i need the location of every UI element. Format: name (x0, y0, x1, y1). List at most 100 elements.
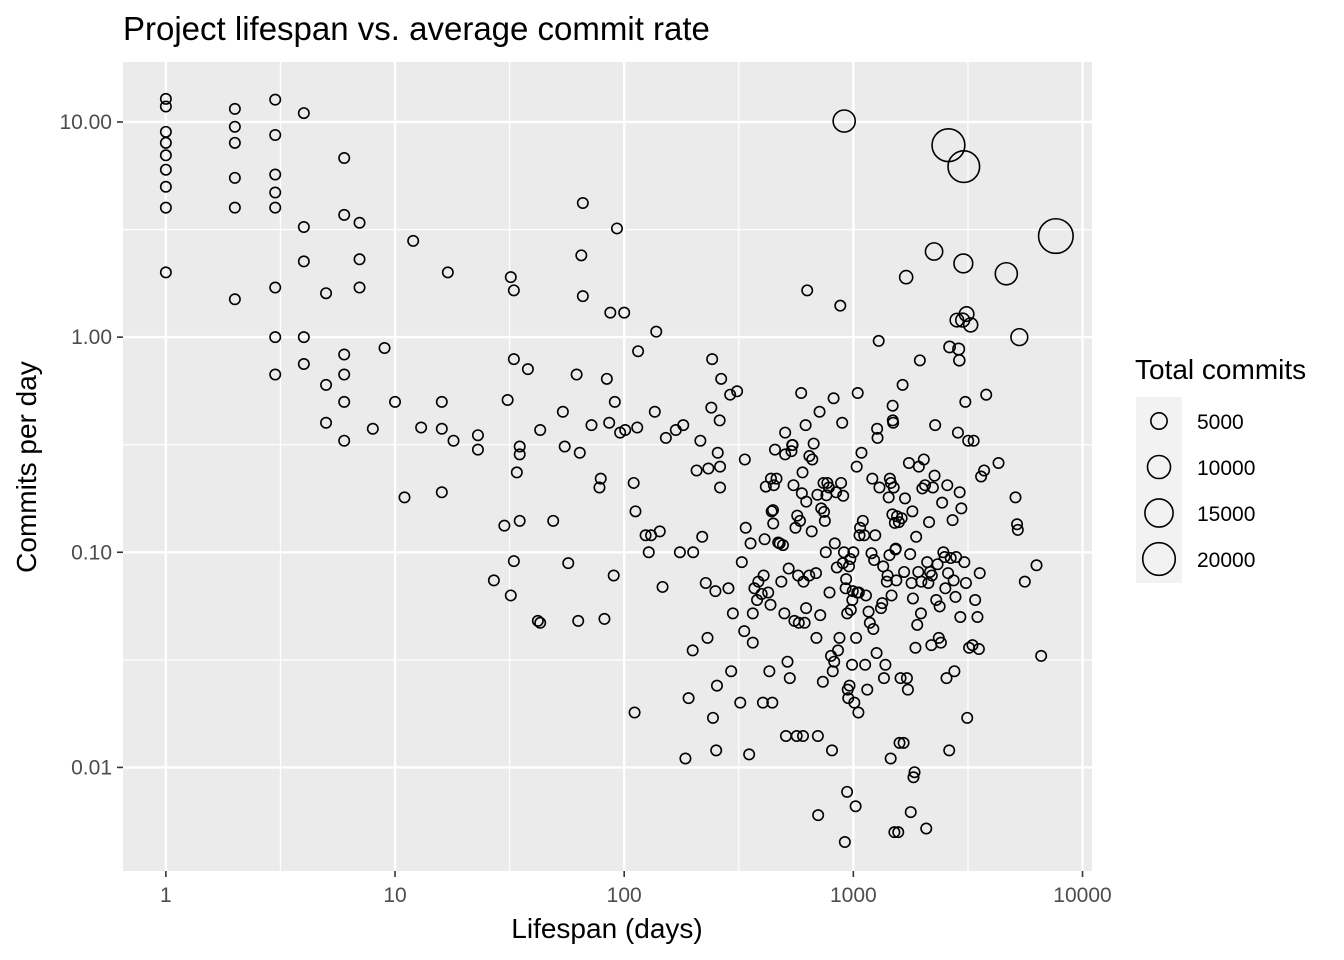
points-layer (159, 92, 1074, 849)
data-point (814, 609, 827, 622)
data-point (510, 466, 523, 479)
data-point (659, 431, 672, 444)
data-point (923, 516, 936, 529)
y-tick-label: 10.00 (59, 111, 112, 134)
data-point (600, 372, 613, 385)
data-point (809, 567, 822, 580)
data-point (743, 748, 756, 761)
data-point (507, 555, 520, 568)
data-point (870, 647, 883, 660)
data-point (604, 306, 617, 319)
data-point (1030, 559, 1043, 572)
data-point (852, 706, 865, 719)
data-point (628, 706, 641, 719)
data-point (812, 809, 825, 822)
data-point (627, 476, 640, 489)
data-point (159, 149, 172, 162)
data-point (922, 576, 935, 589)
data-point (980, 388, 993, 401)
data-point (953, 486, 966, 499)
data-point (735, 556, 748, 569)
data-point (805, 525, 818, 538)
data-point (447, 434, 460, 447)
data-point (547, 514, 560, 527)
data-point (435, 486, 448, 499)
data-point (696, 530, 709, 543)
data-point (841, 683, 854, 696)
data-point (836, 416, 849, 429)
data-point (767, 479, 780, 492)
data-point (832, 109, 857, 133)
data-point (885, 589, 898, 602)
data-point (827, 392, 840, 405)
data-point (1035, 649, 1048, 662)
data-point (501, 394, 514, 407)
data-point (513, 448, 526, 461)
data-point (269, 93, 282, 106)
data-point (924, 242, 944, 261)
data-point (686, 644, 699, 657)
data-point (851, 386, 864, 399)
data-point (886, 399, 899, 412)
data-point (738, 625, 751, 638)
data-point (701, 631, 714, 644)
data-point (833, 631, 846, 644)
data-point (909, 641, 922, 654)
data-point (1018, 575, 1031, 588)
data-point (338, 434, 351, 447)
data-point (882, 491, 895, 504)
data-point (748, 582, 761, 595)
data-point (739, 521, 752, 534)
data-point (949, 590, 962, 603)
x-tick-label: 10 (383, 884, 406, 907)
data-point (228, 120, 241, 133)
data-point (648, 405, 661, 418)
data-point (632, 345, 645, 358)
data-point (159, 92, 172, 105)
data-point (959, 576, 972, 589)
data-point (682, 692, 695, 705)
data-point (498, 519, 511, 532)
data-point (871, 422, 884, 435)
data-point (939, 582, 952, 595)
data-point (925, 569, 938, 582)
data-point (954, 312, 971, 328)
data-point (930, 593, 943, 606)
data-point (841, 607, 854, 620)
data-point (861, 683, 874, 696)
data-point (837, 489, 850, 502)
data-point (868, 554, 881, 567)
data-point (228, 201, 241, 214)
data-point (669, 424, 682, 437)
data-point (963, 641, 976, 654)
data-point (822, 481, 835, 494)
data-point (389, 395, 402, 408)
data-point (751, 593, 764, 606)
data-point (531, 614, 544, 627)
data-point (858, 529, 871, 542)
data-point (906, 592, 919, 605)
data-point (887, 416, 900, 429)
data-point (731, 385, 744, 398)
data-point (850, 631, 863, 644)
data-point (656, 580, 669, 593)
data-point (916, 482, 929, 495)
data-point (711, 446, 724, 459)
data-point (795, 386, 808, 399)
data-point (269, 201, 282, 214)
data-point (947, 574, 960, 587)
data-point (650, 325, 663, 338)
data-point (841, 785, 854, 798)
data-point (764, 598, 777, 611)
x-tick-label: 100 (607, 884, 642, 907)
data-point (818, 505, 831, 518)
data-point (949, 312, 965, 328)
data-point (906, 505, 919, 518)
data-point (507, 284, 520, 297)
data-point (904, 548, 917, 561)
data-point (1011, 518, 1024, 531)
data-point (947, 150, 981, 184)
data-point (521, 363, 534, 376)
data-point (714, 460, 727, 473)
